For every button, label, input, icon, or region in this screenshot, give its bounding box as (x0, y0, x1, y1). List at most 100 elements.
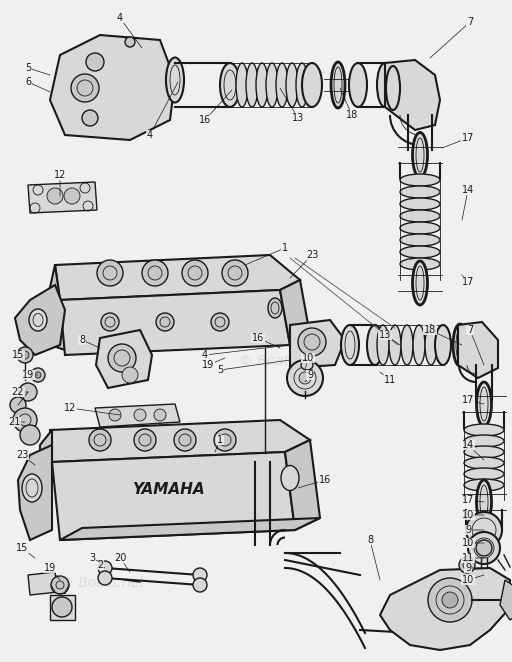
Text: © Boats.net: © Boats.net (60, 575, 145, 590)
Text: 19: 19 (202, 358, 225, 370)
Circle shape (13, 408, 37, 432)
Polygon shape (50, 595, 75, 620)
Ellipse shape (413, 132, 428, 177)
Circle shape (19, 383, 37, 401)
Text: 10: 10 (462, 538, 484, 548)
Polygon shape (40, 430, 52, 478)
Ellipse shape (367, 325, 383, 365)
Ellipse shape (477, 480, 492, 524)
Circle shape (20, 425, 40, 445)
Text: 19: 19 (22, 370, 38, 380)
Polygon shape (280, 280, 310, 345)
Text: 22: 22 (12, 387, 28, 397)
Ellipse shape (477, 382, 492, 426)
Circle shape (108, 344, 136, 372)
Ellipse shape (268, 298, 282, 318)
Circle shape (17, 347, 33, 363)
Circle shape (468, 532, 500, 564)
Circle shape (459, 557, 475, 573)
Polygon shape (458, 322, 498, 378)
Text: 17: 17 (462, 495, 484, 505)
Polygon shape (28, 572, 58, 595)
Ellipse shape (413, 261, 428, 305)
Ellipse shape (400, 258, 440, 270)
Polygon shape (50, 35, 175, 140)
Circle shape (47, 188, 63, 204)
Text: YAMAHA: YAMAHA (132, 483, 204, 498)
Circle shape (134, 429, 156, 451)
Text: 10: 10 (462, 575, 484, 585)
Circle shape (193, 578, 207, 592)
Circle shape (71, 74, 99, 102)
Text: 6: 6 (25, 77, 50, 92)
Text: 7: 7 (467, 325, 484, 365)
Circle shape (442, 592, 458, 608)
Circle shape (89, 429, 111, 451)
Text: 21: 21 (8, 417, 25, 427)
Circle shape (463, 561, 471, 569)
Ellipse shape (101, 313, 119, 331)
Ellipse shape (400, 198, 440, 210)
Circle shape (122, 367, 138, 383)
Circle shape (125, 37, 135, 47)
Polygon shape (45, 265, 65, 350)
Circle shape (98, 571, 112, 585)
Text: 12: 12 (64, 403, 120, 415)
Text: 7: 7 (430, 17, 473, 58)
Circle shape (86, 53, 104, 71)
Text: © Boats.net: © Boats.net (239, 354, 324, 368)
Polygon shape (28, 182, 97, 213)
Circle shape (109, 409, 121, 421)
Text: 23: 23 (290, 250, 318, 278)
Polygon shape (285, 440, 320, 530)
Circle shape (154, 409, 166, 421)
Text: 17: 17 (442, 133, 474, 148)
Ellipse shape (425, 325, 437, 365)
Ellipse shape (453, 324, 467, 366)
Ellipse shape (296, 63, 308, 107)
Ellipse shape (331, 62, 345, 108)
Polygon shape (50, 420, 310, 462)
Ellipse shape (256, 63, 268, 107)
Ellipse shape (301, 360, 313, 370)
Polygon shape (15, 285, 65, 355)
Ellipse shape (341, 325, 359, 365)
Text: © Boats.net: © Boats.net (239, 69, 324, 83)
Text: 1: 1 (245, 243, 288, 265)
Text: 18: 18 (424, 325, 462, 345)
Polygon shape (380, 568, 510, 650)
Polygon shape (95, 404, 180, 427)
Ellipse shape (386, 66, 400, 110)
Text: 2: 2 (97, 560, 105, 570)
Ellipse shape (22, 474, 42, 502)
Circle shape (193, 568, 207, 582)
Text: 16: 16 (298, 475, 331, 488)
Text: 4: 4 (202, 345, 290, 360)
Polygon shape (52, 452, 295, 540)
Circle shape (222, 260, 248, 286)
Text: 4: 4 (117, 13, 142, 48)
Polygon shape (55, 255, 300, 300)
Ellipse shape (413, 325, 425, 365)
Ellipse shape (156, 313, 174, 331)
Ellipse shape (377, 325, 389, 365)
Ellipse shape (400, 246, 440, 258)
Text: 17: 17 (462, 395, 484, 405)
Circle shape (52, 597, 72, 617)
Ellipse shape (400, 186, 440, 198)
Text: 17: 17 (462, 275, 474, 287)
Circle shape (10, 397, 26, 413)
Text: 16: 16 (252, 333, 280, 348)
Text: 15: 15 (16, 543, 35, 558)
Text: 10: 10 (462, 510, 484, 520)
Circle shape (51, 576, 69, 594)
Text: 18: 18 (340, 88, 358, 120)
Text: 23: 23 (16, 450, 35, 465)
Ellipse shape (266, 63, 278, 107)
Ellipse shape (29, 309, 47, 331)
Ellipse shape (401, 325, 413, 365)
Ellipse shape (464, 468, 504, 480)
Ellipse shape (246, 63, 258, 107)
Circle shape (174, 429, 196, 451)
Ellipse shape (276, 63, 288, 107)
